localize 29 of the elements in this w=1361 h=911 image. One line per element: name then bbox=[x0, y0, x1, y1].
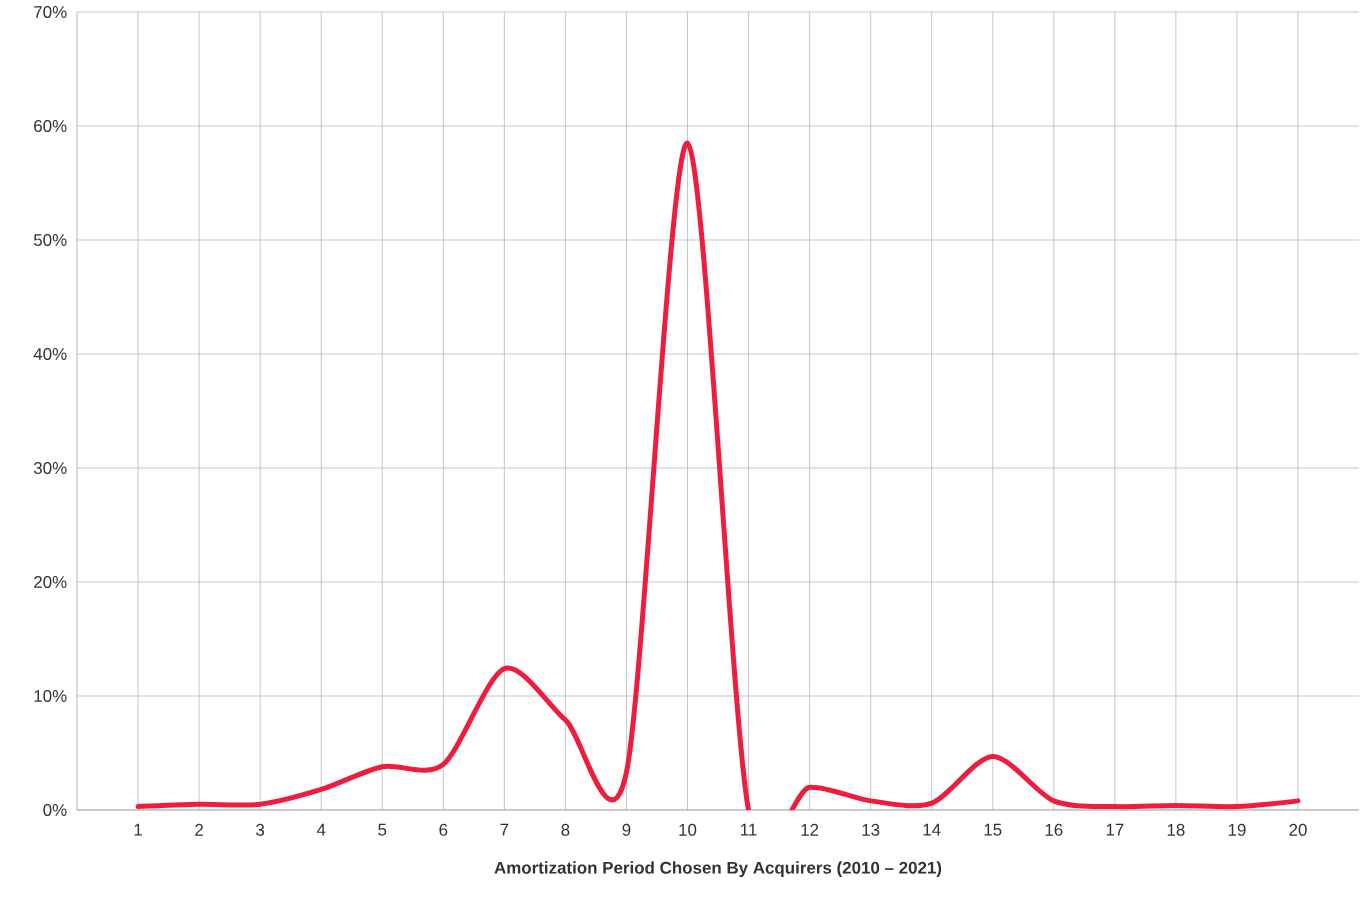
x-tick-label: 7 bbox=[500, 823, 509, 836]
x-tick-label: 15 bbox=[984, 823, 1002, 836]
x-tick-label: 5 bbox=[378, 823, 387, 836]
x-tick-label: 19 bbox=[1228, 823, 1246, 836]
x-tick-label: 11 bbox=[741, 823, 757, 836]
x-tick-label: 14 bbox=[923, 823, 941, 836]
x-tick-label: 10 bbox=[679, 823, 697, 836]
x-tick-label: 4 bbox=[316, 823, 326, 836]
x-tick-label: 20 bbox=[1289, 823, 1307, 836]
x-tick-label: 8 bbox=[561, 823, 570, 836]
x-tick-label: 9 bbox=[622, 823, 631, 836]
y-tick-label: 70% bbox=[34, 5, 67, 18]
x-tick-label: 6 bbox=[439, 823, 448, 836]
x-tick-label: 13 bbox=[862, 823, 880, 836]
y-tick-label: 60% bbox=[34, 119, 67, 132]
x-tick-label: 1 bbox=[134, 823, 142, 836]
x-tick-label: 17 bbox=[1106, 823, 1124, 836]
y-tick-label: 10% bbox=[34, 690, 67, 702]
x-tick-label: 12 bbox=[801, 823, 819, 836]
x-tick-label: 3 bbox=[256, 823, 265, 836]
y-tick-label: 0% bbox=[43, 804, 67, 816]
x-tick-label: 18 bbox=[1167, 823, 1185, 836]
x-tick-label: 2 bbox=[195, 823, 203, 836]
y-tick-label: 40% bbox=[33, 347, 67, 360]
y-tick-label: 20% bbox=[34, 576, 67, 588]
y-tick-label: 30% bbox=[33, 461, 67, 474]
x-tick-label: 16 bbox=[1045, 823, 1063, 836]
y-tick-label: 50% bbox=[33, 233, 67, 246]
x-axis-title: Amortization Period Chosen By Acquirers (2010 – 2021) bbox=[494, 861, 942, 878]
